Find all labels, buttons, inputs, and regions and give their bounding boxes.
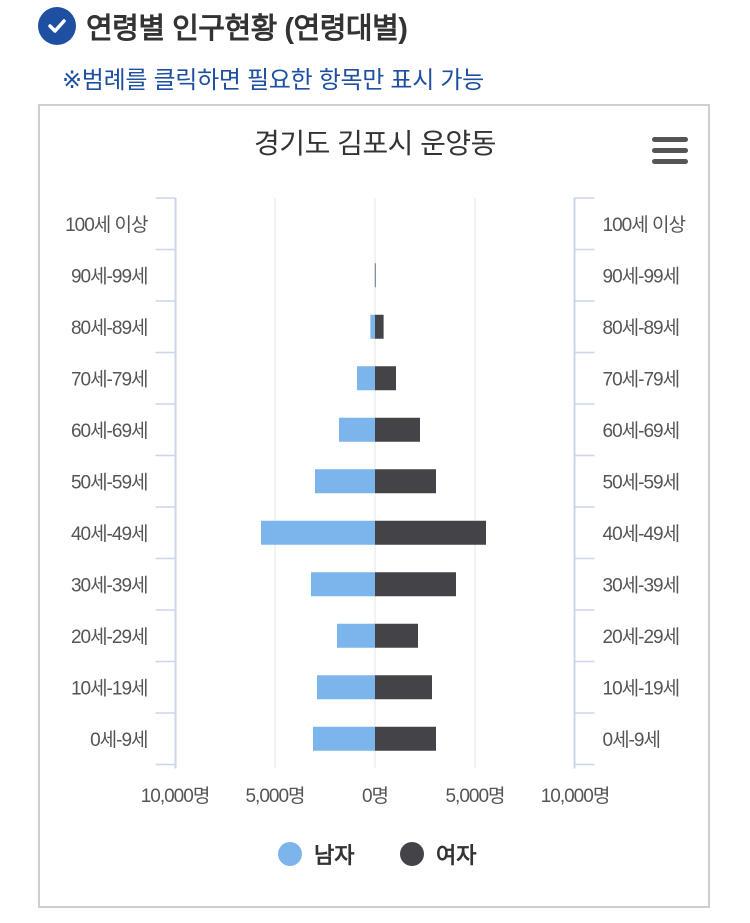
bar-female [375, 572, 456, 597]
category-label-left: 80세-89세 [71, 317, 148, 339]
category-label-right: 0세-9세 [603, 729, 660, 751]
bar-male [337, 623, 375, 648]
bar-female [375, 675, 432, 700]
hamburger-menu-icon[interactable] [652, 137, 688, 165]
x-tick-label: 0명 [362, 785, 388, 807]
legend-label-male: 남자 [314, 843, 355, 868]
category-label-left: 90세-99세 [71, 265, 148, 287]
chart-title: 경기도 김포시 운양동 [254, 128, 496, 159]
category-label-left: 50세-59세 [71, 471, 148, 493]
category-label-left: 10세-19세 [71, 677, 148, 699]
category-label-left: 100세 이상 [65, 214, 148, 236]
bar-female [375, 263, 376, 288]
category-label-right: 60세-69세 [603, 420, 680, 442]
bar-female [375, 726, 436, 751]
bar-male [339, 417, 375, 442]
category-label-right: 90세-99세 [603, 265, 680, 287]
bar-female [375, 314, 384, 339]
category-label-right: 20세-29세 [603, 626, 680, 648]
section-title: 연령별 인구현황 (연령대별) [86, 13, 408, 45]
category-label-left: 40세-49세 [71, 523, 148, 545]
category-label-left: 60세-69세 [71, 420, 148, 442]
bar-male [357, 366, 375, 391]
legend-item-male[interactable]: 남자 [278, 838, 354, 870]
category-label-right: 30세-39세 [603, 574, 680, 596]
bar-female [375, 623, 418, 648]
x-tick-label: 10,000명 [541, 785, 610, 807]
section-heading: 연령별 인구현황 (연령대별) [38, 6, 408, 46]
category-label-left: 0세-9세 [90, 729, 147, 751]
bar-male [317, 675, 375, 700]
category-label-left: 70세-79세 [71, 368, 148, 390]
bar-female [375, 469, 436, 494]
category-label-left: 20세-29세 [71, 626, 148, 648]
legend-label-female: 여자 [436, 843, 477, 868]
bar-female [375, 417, 420, 442]
bar-female [375, 520, 486, 545]
legend-dot-male [278, 842, 302, 866]
bar-female [375, 366, 396, 391]
chart-container [38, 104, 710, 908]
x-tick-label: 5,000명 [445, 785, 504, 807]
bar-male [370, 314, 375, 339]
category-label-right: 40세-49세 [603, 523, 680, 545]
legend-item-female[interactable]: 여자 [400, 838, 476, 870]
bar-male [261, 520, 375, 545]
x-tick-label: 10,000명 [141, 785, 210, 807]
category-label-left: 30세-39세 [71, 574, 148, 596]
legend-dot-female [400, 842, 424, 866]
bar-male [315, 469, 375, 494]
category-label-right: 80세-89세 [603, 317, 680, 339]
check-circle-icon [38, 7, 76, 45]
x-tick-label: 5,000명 [245, 785, 304, 807]
category-label-right: 70세-79세 [603, 368, 680, 390]
bar-male [313, 726, 375, 751]
category-label-right: 100세 이상 [603, 214, 686, 236]
category-label-right: 10세-19세 [603, 677, 680, 699]
category-label-right: 50세-59세 [603, 471, 680, 493]
bar-male [311, 572, 375, 597]
legend-hint-note: ※범례를 클릭하면 필요한 항목만 표시 가능 [62, 67, 484, 94]
